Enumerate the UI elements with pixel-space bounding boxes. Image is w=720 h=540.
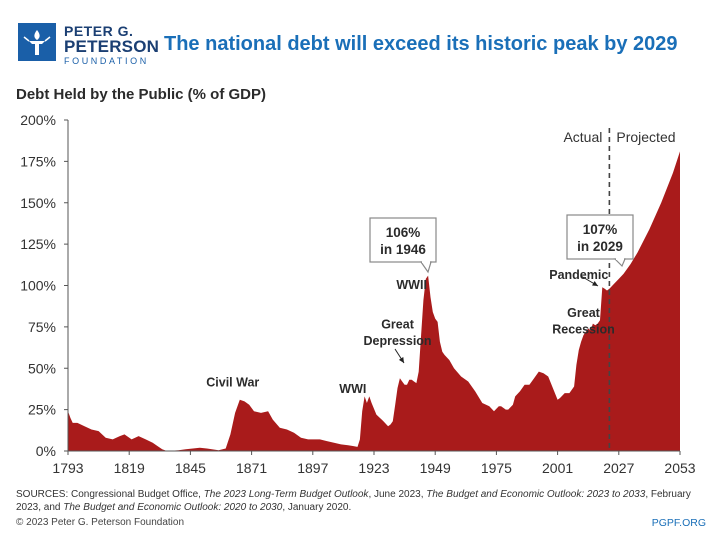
annotation-pandemic: Pandemic [549,268,608,282]
y-tick-label: 175% [20,153,56,169]
sources-mid-2: , February 2023, and [16,489,691,513]
x-tick-label: 1871 [236,460,267,476]
x-tick-label: 1897 [297,460,328,476]
actual-label: Actual [563,129,602,145]
y-tick-label: 50% [28,360,56,376]
x-tick-label: 1793 [52,460,83,476]
callout-peak-1946-value: 106% [386,225,421,240]
callout-peak-2029-year: in 2029 [577,239,623,254]
torch-icon [18,23,56,61]
annotation-great-recession-1: Great [567,306,600,320]
logo-line-2: PETERSON [64,37,160,56]
debt-area [68,151,680,451]
y-tick-label: 0% [36,443,56,459]
projected-label: Projected [616,129,675,145]
callout-peak-1946-box [369,217,437,263]
sources-prefix: SOURCES: Congressional Budget Office, [16,489,204,500]
annotation-civil-war: Civil War [206,375,259,389]
x-tick-label: 2053 [664,460,695,476]
annotation-great-recession-2: Recession [552,322,615,336]
callout-peak-1946-year: in 1946 [380,242,426,257]
logo-line-1: PETER G. [64,23,134,39]
x-tick-label: 1949 [420,460,451,476]
annotation-wwi: WWI [339,382,366,396]
depression-arrow-head [398,357,404,363]
y-tick-label: 100% [20,278,56,294]
y-tick-label: 125% [20,236,56,252]
x-tick-label: 1819 [114,460,145,476]
pandemic-arrow-head [592,281,598,286]
x-tick-label: 1975 [481,460,512,476]
annotation-great-depression-1: Great [381,318,414,332]
y-axis-title: Debt Held by the Public (% of GDP) [16,86,267,103]
x-tick-label: 1845 [175,460,206,476]
source-title-2: The Budget and Economic Outlook: 2023 to… [426,489,646,500]
copyright: © 2023 Peter G. Peterson Foundation [16,517,185,528]
sources-note: SOURCES: Congressional Budget Office, Th… [16,488,706,514]
x-tick-label: 2027 [603,460,634,476]
source-title-3: The Budget and Economic Outlook: 2020 to… [63,502,283,513]
y-tick-label: 25% [28,402,56,418]
site-link[interactable]: PGPF.ORG [651,517,706,529]
y-tick-label: 75% [28,319,56,335]
annotation-wwii: WWII [396,278,427,292]
callout-peak-1946-pointer [419,261,432,274]
annotation-great-depression-2: Depression [363,334,431,348]
callout-peak-2029-box [566,214,634,260]
sources-mid-1: , June 2023, [368,489,427,500]
sources-suffix: , January 2020. [282,502,352,513]
pgpf-logo: PETER G. PETERSON FOUNDATION [18,23,160,66]
logo-line-3: FOUNDATION [64,56,149,66]
x-tick-label: 2001 [542,460,573,476]
y-tick-label: 200% [20,112,56,128]
chart-title: The national debt will exceed its histor… [164,33,678,55]
callout-peak-2029-pointer [613,258,626,268]
y-tick-label: 150% [20,195,56,211]
source-title-1: The 2023 Long-Term Budget Outlook [203,489,369,500]
callout-peak-2029-value: 107% [583,222,618,237]
x-tick-label: 1923 [358,460,389,476]
